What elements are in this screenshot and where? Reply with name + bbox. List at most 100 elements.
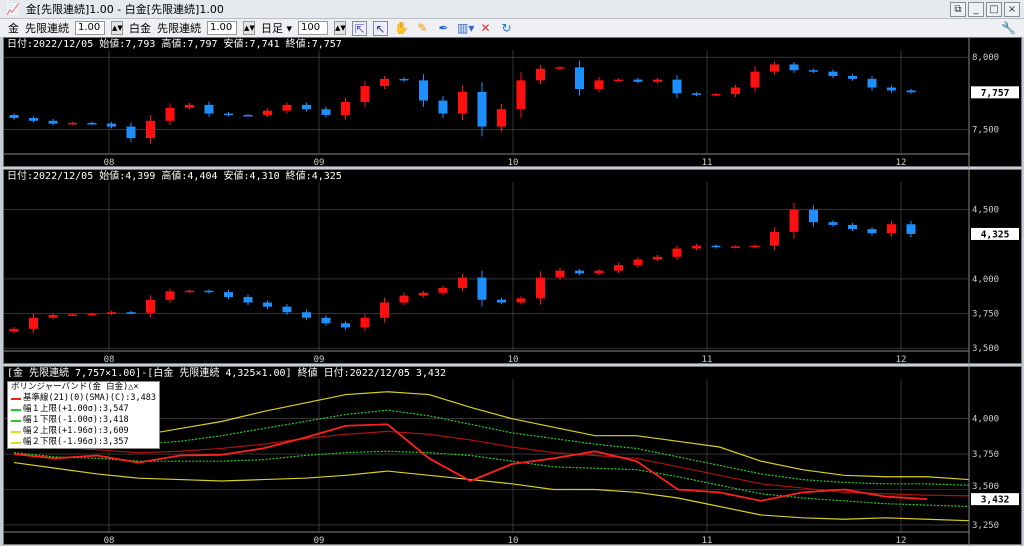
hand-icon[interactable]: ✋	[394, 20, 409, 35]
candle-body	[302, 104, 311, 110]
x-tick-label: 08	[104, 355, 115, 365]
upper-band-2-line	[13, 391, 969, 481]
candle-body	[906, 224, 916, 234]
candle-body	[380, 302, 389, 318]
candle-body	[594, 270, 604, 274]
candle-body	[653, 79, 662, 82]
y-tick-label: 3,250	[972, 521, 999, 531]
platinum-ohlc-readout: 日付:2022/12/05 始値:4,399 高値:4,404 安値:4,310…	[7, 171, 342, 182]
bar-count-input[interactable]: 100	[298, 21, 329, 35]
legend-dn2: 幅２下限(-1.96σ):3,357	[11, 437, 156, 448]
candle-body	[750, 245, 760, 248]
platinum-candlestick-panel[interactable]: 08 09 10 11 12 4,500 4,000 3,750 3,500 4,325 日付:2…	[3, 169, 1022, 365]
x-tick-label: 11	[702, 536, 713, 546]
refresh-icon[interactable]: ↻	[501, 20, 512, 35]
candle-body	[594, 80, 604, 89]
gold-candlestick-panel[interactable]: 08 09 10 11 12 8,000 7,500 7,757 日付:2022/12/05 …	[3, 37, 1022, 168]
crosshair-icon[interactable]: ⇱	[352, 20, 368, 36]
candle-body	[672, 79, 682, 94]
candle-body	[789, 64, 799, 71]
candle-body	[263, 302, 272, 307]
pencil-icon[interactable]: ✎	[417, 20, 428, 35]
candle-body	[477, 91, 487, 127]
candle-body	[165, 107, 175, 121]
candle-body	[809, 70, 818, 72]
candle-body	[497, 109, 506, 127]
candle-body	[321, 317, 331, 324]
candle-body	[107, 312, 116, 314]
candle-body	[731, 246, 740, 248]
candle-body	[185, 290, 194, 293]
symbol2-label: 白金	[129, 22, 151, 35]
candle-body	[887, 87, 896, 91]
y-tick-label: 3,750	[972, 310, 999, 320]
candle-body	[828, 222, 838, 225]
restore-layout-button[interactable]: ⧉	[950, 2, 966, 17]
candle-body	[809, 209, 818, 223]
symbol1-label: 金	[8, 22, 19, 35]
candle-body	[555, 270, 565, 278]
candle-body	[536, 277, 545, 299]
candle-body	[282, 306, 292, 313]
multiplier2-input[interactable]: 1.00	[207, 21, 237, 35]
candle-body	[146, 299, 155, 313]
candle-body	[29, 118, 38, 121]
candle-body	[711, 94, 721, 96]
candle-body	[906, 90, 916, 93]
candle-body	[380, 78, 389, 87]
candle-body	[399, 78, 409, 81]
candle-body	[672, 248, 682, 257]
minimize-button[interactable]: _	[968, 2, 984, 17]
candle-body	[87, 122, 97, 125]
candle-body	[536, 68, 545, 81]
app-chart-icon: 📈	[6, 2, 20, 16]
candle-body	[887, 224, 896, 234]
y-tick-label: 4,000	[972, 415, 999, 425]
candle-body	[750, 71, 760, 88]
bollinger-panel[interactable]: 08 09 10 11 12 4,000 3,750 3,500 3,250 3,432 [金 先…	[3, 366, 1022, 546]
candle-body	[360, 86, 370, 102]
pointer-icon[interactable]: ↖	[373, 20, 389, 36]
middle-band-line	[13, 430, 969, 497]
x-tick-label: 09	[314, 355, 325, 365]
bar-count-spinner[interactable]: ▲▼	[334, 21, 347, 35]
multiplier1-spinner[interactable]: ▲▼	[111, 21, 123, 35]
candle-body	[302, 312, 311, 318]
x-tick-label: 09	[314, 536, 325, 546]
x-tick-label: 09	[314, 158, 325, 168]
bollinger-readout: [金 先限連続 7,757×1.00]-[白金 先限連続 4,325×1.00]…	[7, 368, 446, 379]
multiplier1-input[interactable]: 1.00	[75, 21, 105, 35]
candle-body	[146, 120, 155, 139]
delete-drawing-icon[interactable]: ✕	[480, 20, 491, 35]
candle-body	[185, 104, 194, 108]
x-tick-label: 11	[702, 355, 713, 365]
candle-body	[399, 295, 409, 303]
candle-body	[341, 102, 350, 115]
candle-body	[438, 287, 448, 293]
candle-body	[438, 100, 448, 114]
candle-body	[48, 314, 58, 318]
legend-title: ボリンジャーバンド(金 白金)△×	[11, 382, 139, 392]
candle-body	[731, 87, 740, 95]
y-tick-label: 7,500	[972, 125, 999, 135]
period-dropdown[interactable]: 日足 ▾	[261, 22, 293, 35]
candle-body	[867, 78, 877, 88]
candle-body	[87, 313, 97, 316]
y-tick-label: 3,750	[972, 450, 999, 460]
candle-body	[458, 277, 467, 288]
lower-band-2-line	[13, 461, 969, 522]
gold-ohlc-readout: 日付:2022/12/05 始値:7,793 高値:7,797 安値:7,741…	[7, 39, 342, 50]
multiplier2-spinner[interactable]: ▲▼	[243, 21, 255, 35]
candle-body	[68, 122, 77, 125]
candle-body	[516, 298, 526, 303]
candle-body	[243, 115, 253, 117]
settings-wrench-icon[interactable]: 🔧	[1001, 20, 1016, 35]
draw-tool-icon[interactable]: ✒	[438, 20, 449, 35]
chart-type-icon[interactable]: ▥▾	[457, 20, 475, 35]
close-button[interactable]: ×	[1004, 2, 1020, 17]
maximize-button[interactable]: □	[986, 2, 1002, 17]
toolbar: 金 先限連続 1.00 ▲▼ 白金 先限連続 1.00 ▲▼ 日足 ▾ 100 ▲▼ …	[0, 19, 1024, 37]
candle-body	[204, 104, 214, 114]
legend-mid: 基準線(21)(0)(SMA)(C):3,483	[11, 393, 156, 404]
x-tick-label: 10	[508, 158, 519, 168]
